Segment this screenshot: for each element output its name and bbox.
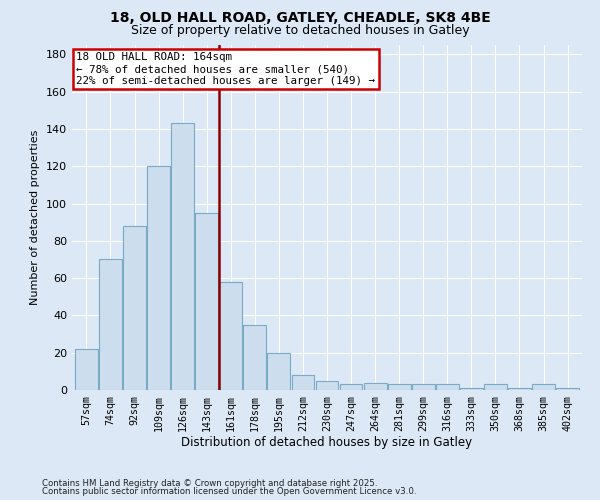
Bar	[436, 384, 459, 390]
Bar	[244, 324, 266, 390]
Bar	[556, 388, 579, 390]
Bar	[340, 384, 362, 390]
Bar	[532, 384, 555, 390]
Bar	[292, 375, 314, 390]
Bar	[195, 213, 218, 390]
Bar	[388, 384, 410, 390]
Y-axis label: Number of detached properties: Number of detached properties	[31, 130, 40, 305]
Bar	[364, 382, 386, 390]
Text: 18 OLD HALL ROAD: 164sqm
← 78% of detached houses are smaller (540)
22% of semi-: 18 OLD HALL ROAD: 164sqm ← 78% of detach…	[76, 52, 376, 86]
Bar	[147, 166, 170, 390]
Bar	[220, 282, 242, 390]
Bar	[171, 124, 194, 390]
Text: Size of property relative to detached houses in Gatley: Size of property relative to detached ho…	[131, 24, 469, 37]
Bar	[412, 384, 434, 390]
Bar	[268, 352, 290, 390]
Bar	[316, 380, 338, 390]
Bar	[75, 349, 98, 390]
Bar	[508, 388, 531, 390]
Text: 18, OLD HALL ROAD, GATLEY, CHEADLE, SK8 4BE: 18, OLD HALL ROAD, GATLEY, CHEADLE, SK8 …	[110, 11, 490, 25]
X-axis label: Distribution of detached houses by size in Gatley: Distribution of detached houses by size …	[181, 436, 473, 450]
Text: Contains public sector information licensed under the Open Government Licence v3: Contains public sector information licen…	[42, 487, 416, 496]
Bar	[484, 384, 507, 390]
Bar	[123, 226, 146, 390]
Bar	[460, 388, 483, 390]
Text: Contains HM Land Registry data © Crown copyright and database right 2025.: Contains HM Land Registry data © Crown c…	[42, 478, 377, 488]
Bar	[99, 260, 122, 390]
